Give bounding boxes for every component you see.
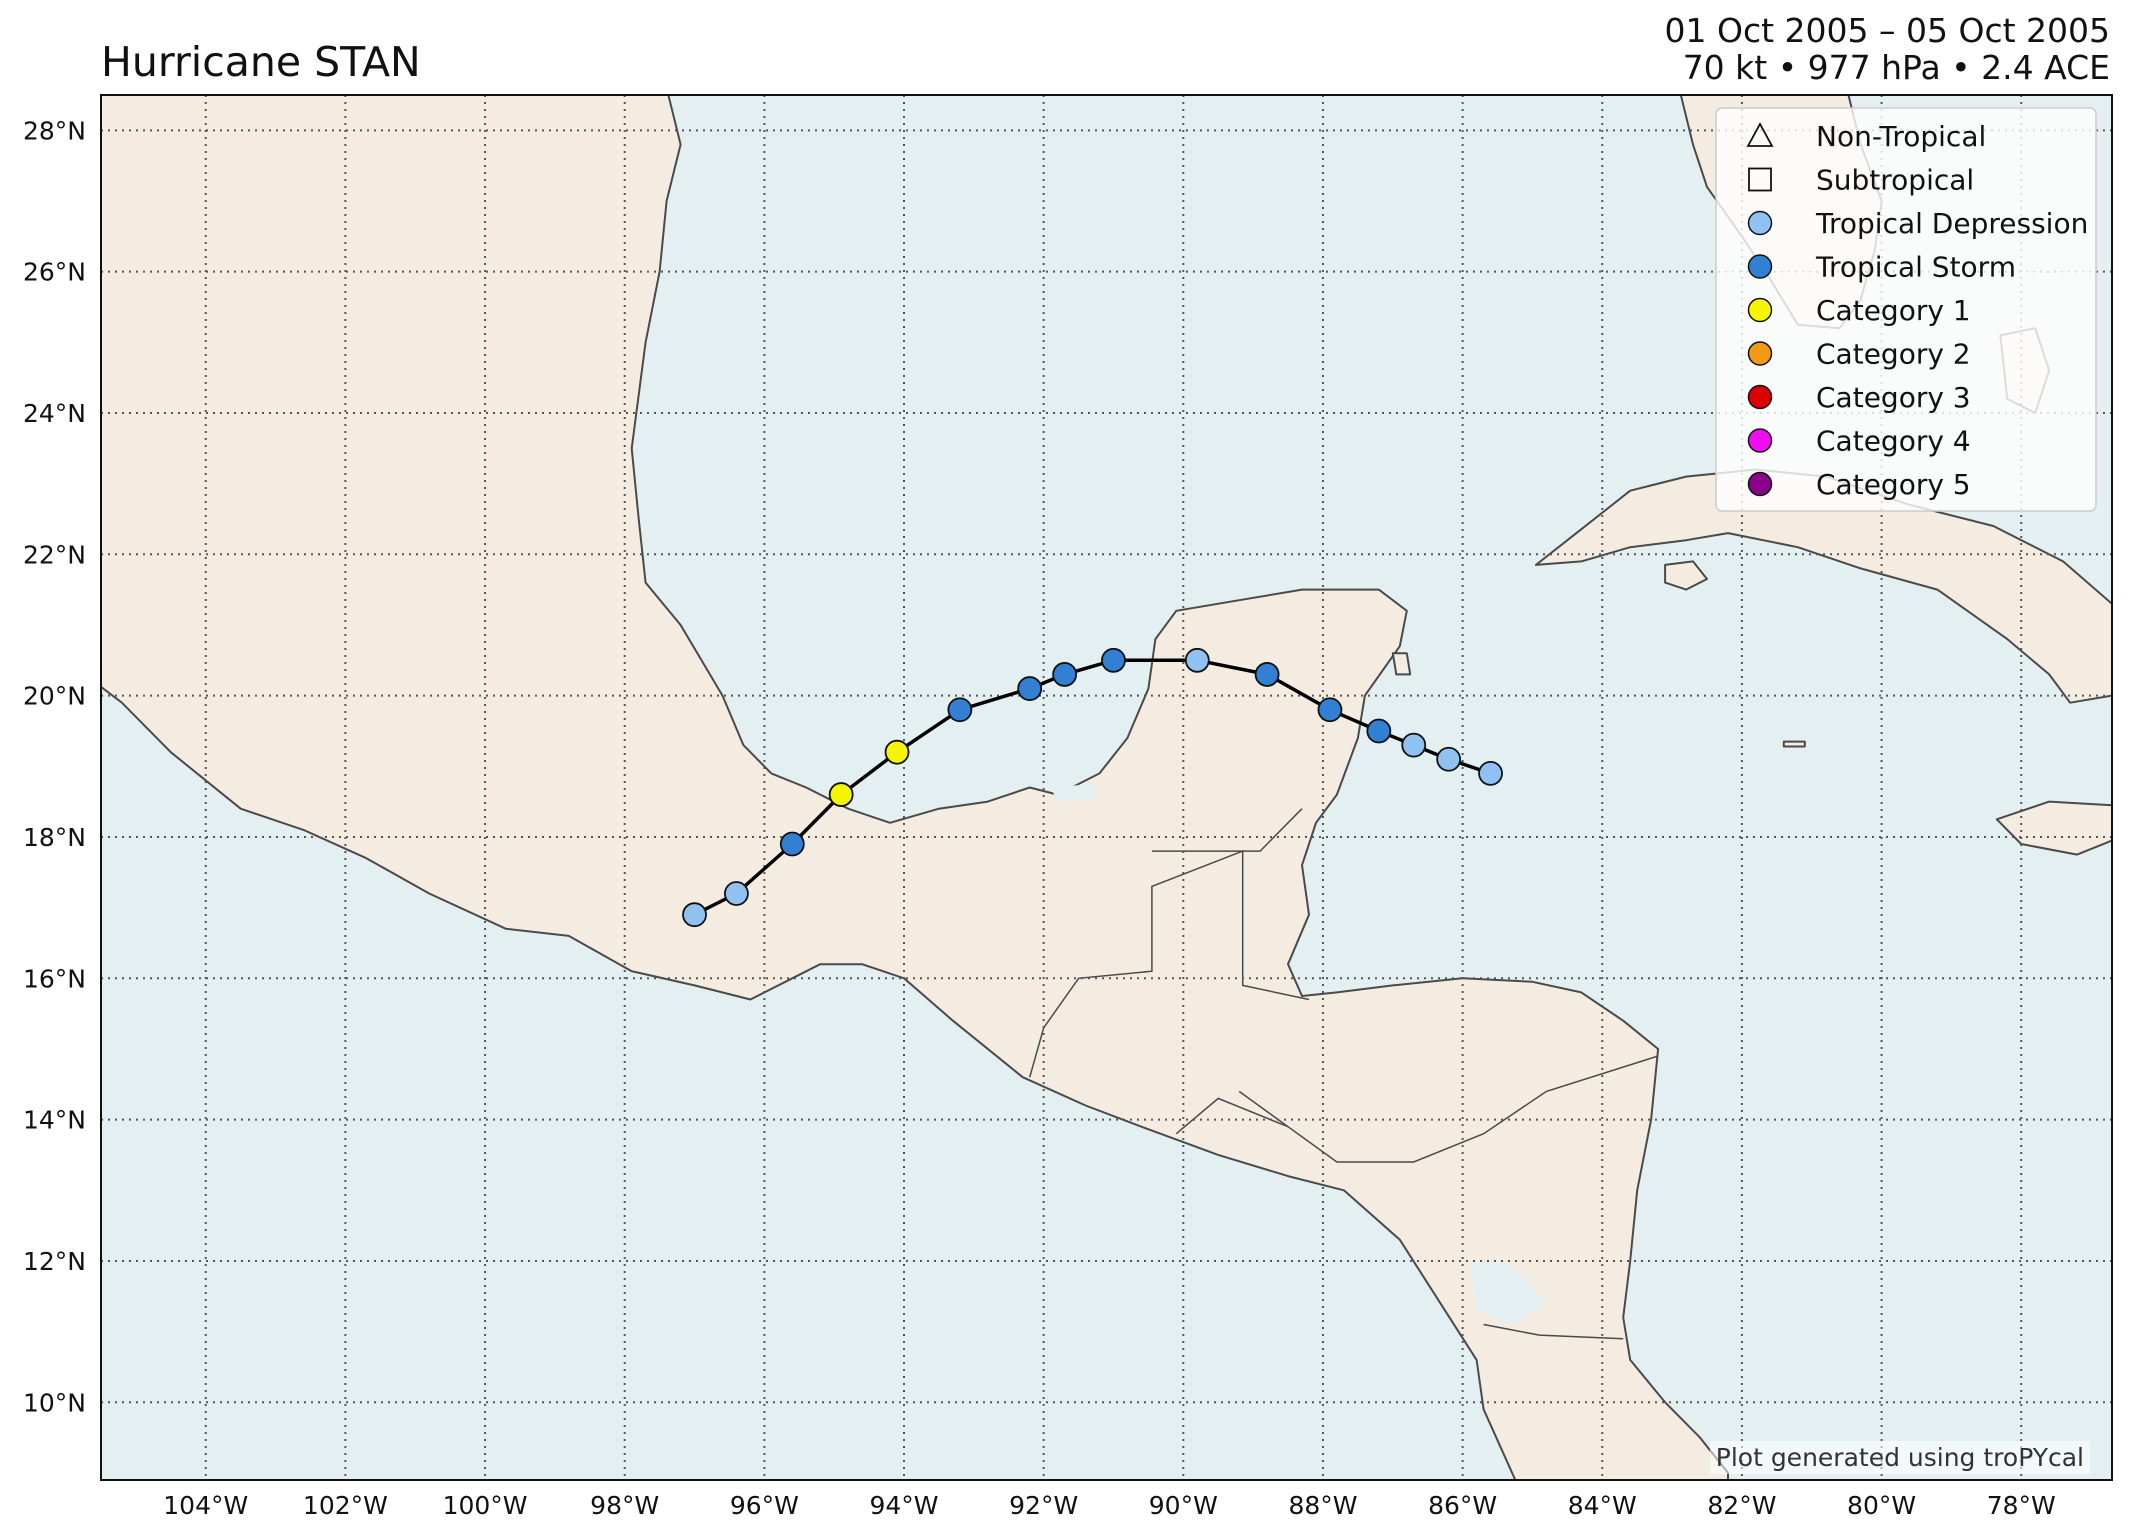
map-frame — [100, 94, 2113, 1481]
track-point — [1401, 732, 1427, 758]
lon-tick-label: 86°W — [1428, 1491, 1497, 1520]
lat-tick-label: 26°N — [23, 258, 86, 287]
lat-tick-label: 20°N — [23, 682, 86, 711]
track-point — [1317, 697, 1343, 723]
lat-tick-label: 28°N — [23, 116, 86, 145]
track-point — [779, 831, 805, 857]
track-point — [1017, 676, 1043, 701]
track-point — [1184, 647, 1210, 673]
lat-tick-label: 12°N — [23, 1247, 86, 1276]
track-point — [1366, 718, 1392, 744]
legend-label: Subtropical — [1816, 164, 1974, 197]
legend: Non-Tropical Subtropical Tropical Depressi… — [1715, 107, 2097, 512]
legend-marker — [1747, 341, 1773, 366]
legend-label: Category 1 — [1816, 294, 1971, 327]
lon-tick-label: 96°W — [730, 1491, 799, 1520]
lat-tick-label: 14°N — [23, 1106, 86, 1135]
lon-tick-label: 78°W — [1987, 1491, 2056, 1520]
lat-tick-labels: 10°N 12°N 14°N 16°N 18°N 20°N 22°N 24°N 26°N 28°N — [23, 116, 86, 1417]
lon-tick-label: 102°W — [303, 1491, 388, 1520]
track-point — [1254, 662, 1280, 687]
lon-tick-label: 98°W — [590, 1491, 659, 1520]
costa-rica-border — [1483, 1323, 1624, 1340]
lon-tick-label: 82°W — [1707, 1491, 1776, 1520]
lon-tick-label: 92°W — [1009, 1491, 1078, 1520]
legend-marker — [1747, 297, 1773, 323]
legend-marker — [1747, 384, 1773, 410]
legend-marker — [1747, 254, 1773, 279]
lat-tick-label: 10°N — [23, 1388, 86, 1417]
legend-label: Non-Tropical — [1816, 120, 1986, 153]
legend-box — [1715, 107, 2097, 512]
lat-tick-label: 18°N — [23, 823, 86, 852]
track-point — [828, 782, 854, 807]
el-salvador-border — [1175, 1097, 1289, 1135]
lon-tick-labels: 104°W 102°W 100°W 98°W 96°W 94°W 92°W 90°W 88°W 8… — [163, 1491, 2055, 1520]
lat-tick-label: 24°N — [23, 399, 86, 428]
yucatan-border — [1151, 808, 1303, 852]
track-point — [1478, 760, 1503, 786]
legend-label: Tropical Depression — [1815, 207, 2088, 240]
lon-tick-label: 104°W — [163, 1491, 248, 1520]
track-line — [693, 658, 1492, 917]
legend-label: Tropical Storm — [1815, 251, 2016, 284]
credit-text: Plot generated using troPYcal — [1709, 1441, 2090, 1474]
laguna-de-terminos — [1050, 784, 1100, 802]
legend-marker — [1747, 471, 1773, 497]
legend-marker — [1746, 122, 1774, 147]
grand-cayman — [1782, 740, 1806, 748]
legend-marker — [1747, 210, 1773, 236]
lon-tick-label: 88°W — [1288, 1491, 1357, 1520]
date-range: 01 Oct 2005 – 05 Oct 2005 — [1664, 11, 2111, 50]
guatemala-border — [1028, 850, 1310, 1078]
cozumel — [1391, 652, 1412, 676]
isle-of-youth — [1664, 560, 1708, 591]
lake-nicaragua — [1469, 1260, 1547, 1325]
lon-tick-label: 80°W — [1847, 1491, 1916, 1520]
track-point — [724, 881, 749, 906]
track-point — [1436, 746, 1462, 772]
lon-tick-label: 90°W — [1149, 1491, 1218, 1520]
lat-tick-label: 22°N — [23, 540, 86, 569]
legend-marker — [1747, 428, 1773, 453]
storm-stats: 70 kt • 977 hPa • 2.4 ACE — [1682, 48, 2110, 87]
legend-label: Category 5 — [1816, 468, 1971, 501]
track-point — [682, 902, 707, 928]
legend-marker — [1748, 167, 1772, 192]
track-layer — [682, 647, 1503, 928]
track-point — [947, 697, 973, 723]
storm-summary: 01 Oct 2005 – 05 Oct 2005 70 kt • 977 hP… — [1665, 12, 2111, 86]
legend-label: Category 4 — [1816, 425, 1971, 458]
lon-tick-label: 94°W — [869, 1491, 938, 1520]
track-point — [1052, 662, 1078, 687]
legend-label: Category 2 — [1816, 338, 1971, 371]
track-point — [884, 739, 910, 765]
legend-label: Category 3 — [1816, 381, 1971, 414]
lon-tick-label: 100°W — [443, 1491, 528, 1520]
map-title: Hurricane STAN — [101, 38, 421, 86]
track-point — [1101, 647, 1126, 673]
lat-tick-label: 16°N — [23, 964, 86, 993]
lon-tick-label: 84°W — [1568, 1491, 1637, 1520]
